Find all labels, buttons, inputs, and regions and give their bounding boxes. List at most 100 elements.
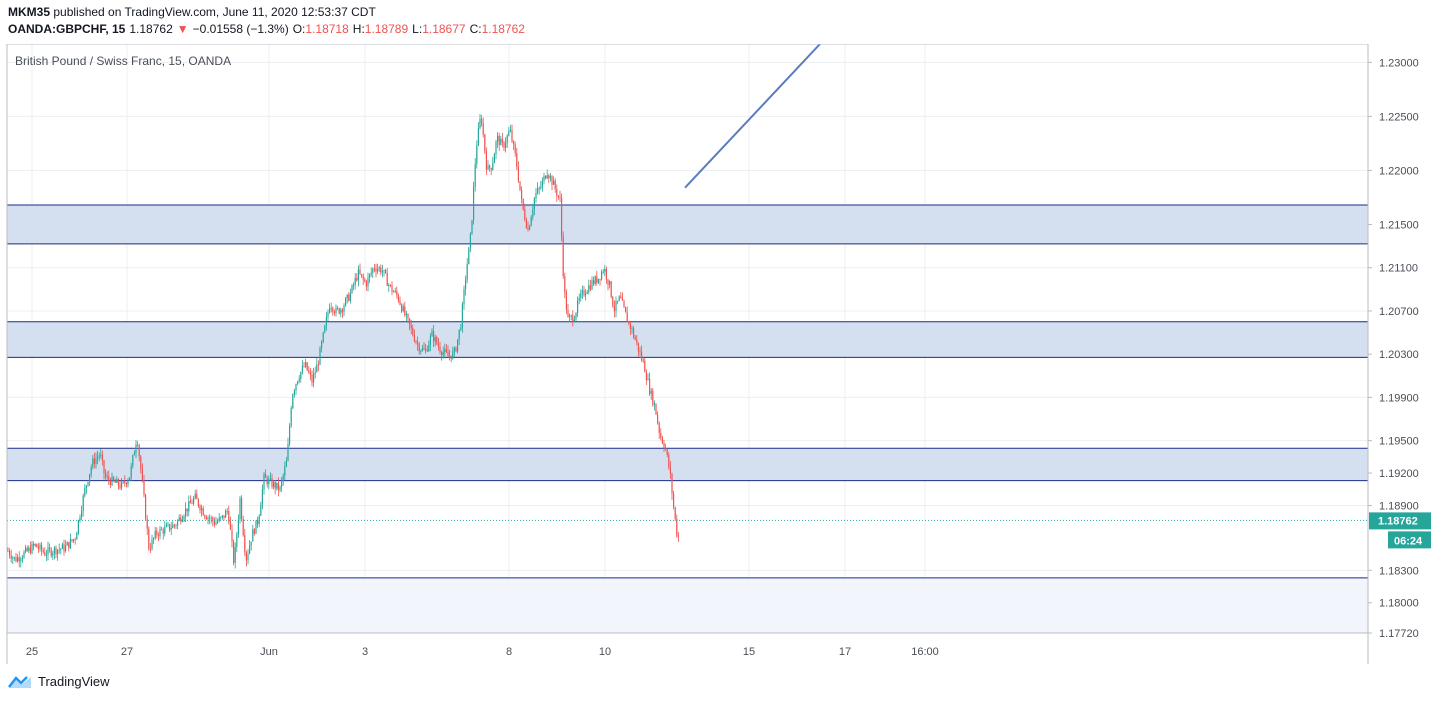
- candle-body: [581, 290, 583, 293]
- candle-body: [129, 477, 131, 481]
- candle-body: [421, 348, 423, 351]
- candle-body: [180, 517, 182, 522]
- countdown-label: 06:24: [1394, 535, 1423, 547]
- candle-body: [292, 394, 294, 409]
- candle-body: [42, 550, 44, 553]
- footer: TradingView: [8, 674, 110, 689]
- candle-body: [145, 494, 147, 520]
- candle-body: [157, 534, 159, 537]
- candle-body: [575, 312, 577, 320]
- candle-body: [340, 309, 342, 314]
- candle-body: [106, 476, 108, 478]
- candle-body: [60, 548, 62, 550]
- candle-body: [655, 403, 657, 415]
- candle-body: [253, 529, 255, 534]
- candle-body: [594, 276, 596, 285]
- candle-body: [399, 300, 401, 305]
- candle-body: [333, 311, 335, 314]
- candle-body: [505, 142, 507, 148]
- countdown-badge: [1388, 531, 1431, 549]
- down-arrow-icon: ▼: [176, 22, 189, 36]
- time-tick-label: 25: [26, 646, 38, 658]
- candle-body: [191, 503, 193, 504]
- candle-body: [260, 504, 262, 516]
- candle-body: [621, 297, 623, 301]
- candle-body: [458, 329, 460, 340]
- candle-body: [517, 166, 519, 182]
- candle-body: [532, 209, 534, 218]
- candle-body: [415, 341, 417, 343]
- candle-body: [393, 291, 395, 293]
- candle-body: [367, 277, 369, 287]
- candle-body: [229, 521, 231, 530]
- candle-body: [482, 123, 484, 135]
- candle-body: [553, 180, 555, 185]
- candle-body: [244, 535, 246, 553]
- time-tick-label: 10: [599, 646, 611, 658]
- price-tick-label: 1.21100: [1379, 263, 1418, 275]
- candle-body: [140, 456, 142, 470]
- chart-area[interactable]: 1.18762 06:24 1.23000 1.22500 1.22000 1.2150…: [0, 44, 1436, 664]
- candle-body: [492, 163, 494, 170]
- candle-body: [231, 529, 233, 542]
- time-tick-label: 15: [743, 646, 755, 658]
- candle-body: [618, 296, 620, 301]
- candle-body: [45, 554, 47, 556]
- candle-body: [341, 309, 343, 312]
- candle-body: [215, 522, 217, 525]
- candle-body: [121, 481, 123, 488]
- price-chart[interactable]: 1.18762 06:24 1.23000 1.22500 1.22000 1.2150…: [0, 44, 1436, 664]
- candle-body: [300, 372, 302, 379]
- candle-body: [383, 269, 385, 272]
- candle-body: [249, 545, 251, 554]
- candle-body: [44, 552, 46, 556]
- price-axis[interactable]: 1.23000 1.22500 1.22000 1.21500 1.21100 1.207…: [1368, 57, 1419, 640]
- time-axis[interactable]: 25 27 Jun 3 8 10 15 17 16:00: [26, 646, 939, 658]
- trendline[interactable]: [684, 44, 821, 189]
- candle-body: [364, 279, 366, 282]
- candle-body: [66, 542, 68, 546]
- candle-body: [631, 328, 633, 330]
- candle-body: [561, 198, 563, 237]
- candle-body: [116, 479, 118, 483]
- symbol-ohlc-line: OANDA:GBPCHF, 15 1.18762 ▼ −0.01558 (−1.…: [8, 21, 525, 38]
- candle-body: [439, 346, 441, 353]
- candle-body: [521, 190, 523, 199]
- candle-body: [484, 134, 486, 152]
- candle-body: [665, 447, 667, 450]
- candle-body: [463, 289, 465, 305]
- candle-body: [87, 482, 89, 486]
- published-line: MKM35 published on TradingView.com, June…: [8, 4, 525, 21]
- candle-body: [330, 307, 332, 309]
- candle-body: [612, 297, 614, 307]
- candle-body: [181, 519, 183, 522]
- candle-body: [197, 499, 199, 506]
- candle-body: [597, 278, 599, 283]
- candle-body: [522, 198, 524, 210]
- candle-body: [308, 370, 310, 373]
- zone-rect: [7, 321, 1368, 358]
- candle-body: [660, 432, 662, 438]
- candle-body: [242, 519, 244, 536]
- candle-body: [466, 264, 468, 280]
- candle-body: [338, 308, 340, 314]
- candle-body: [591, 280, 593, 290]
- candle-body: [540, 187, 542, 189]
- candle-body: [279, 486, 281, 490]
- close-value: 1.18762: [481, 22, 525, 36]
- price-tick-label: 1.21500: [1379, 219, 1419, 231]
- candle-body: [546, 175, 548, 179]
- candle-body: [69, 539, 71, 548]
- candle-body: [47, 547, 49, 555]
- candle-body: [138, 445, 140, 457]
- candle-body: [271, 478, 273, 488]
- candle-body: [404, 306, 406, 316]
- candle-body: [381, 271, 383, 273]
- candle-body: [81, 510, 83, 518]
- candle-body: [666, 449, 668, 455]
- candle-body: [345, 298, 347, 306]
- candle-body: [556, 189, 558, 196]
- price-tick-label: 1.19500: [1379, 436, 1419, 448]
- candle-body: [185, 508, 187, 517]
- candle-body: [33, 543, 35, 546]
